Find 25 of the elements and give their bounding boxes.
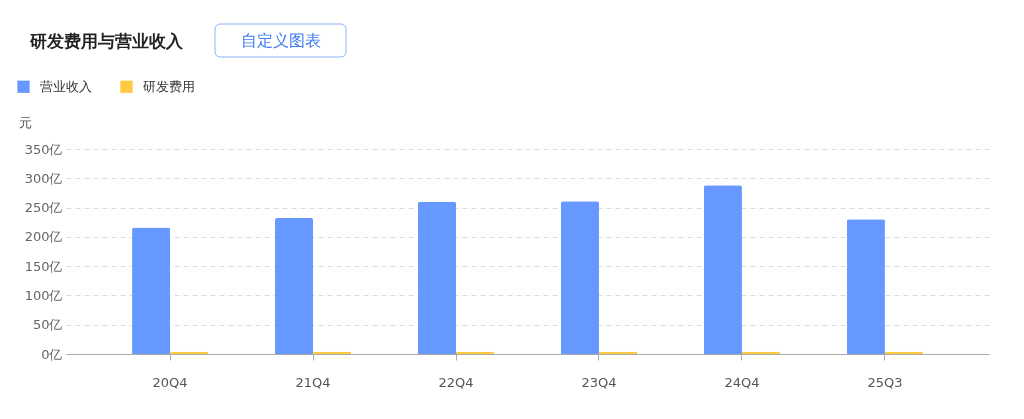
x-tick-label: 23Q4 [581, 374, 617, 390]
bar [417, 201, 457, 354]
x-tick-label: 22Q4 [438, 374, 474, 390]
y-tick-label: 250亿 [24, 200, 63, 216]
x-tick-label: 20Q4 [152, 374, 188, 390]
y-tick-label: 150亿 [24, 258, 63, 274]
y-tick-label: 300亿 [24, 170, 63, 186]
y-tick-label: 350亿 [24, 141, 63, 157]
legend-label: 研发费用 [143, 78, 195, 94]
bar [132, 227, 171, 354]
bar [703, 185, 742, 354]
x-tick-label: 24Q4 [724, 374, 760, 390]
y-tick-label: 50亿 [32, 317, 63, 333]
y-tick-label: 0亿 [41, 346, 63, 362]
bar [275, 218, 314, 354]
x-tick-label: 21Q4 [295, 374, 331, 390]
text: 自定义图表 [240, 30, 321, 50]
bar [846, 219, 885, 354]
chart-title: 研发费用与营业收入 [29, 30, 184, 51]
y-tick-label: 100亿 [24, 287, 63, 303]
x-tick-label: 25Q3 [867, 374, 903, 390]
bar [560, 201, 599, 354]
y-tick-label: 200亿 [24, 229, 63, 245]
y-axis-title: 元 [18, 114, 32, 130]
legend-label: 营业收入 [40, 78, 92, 94]
